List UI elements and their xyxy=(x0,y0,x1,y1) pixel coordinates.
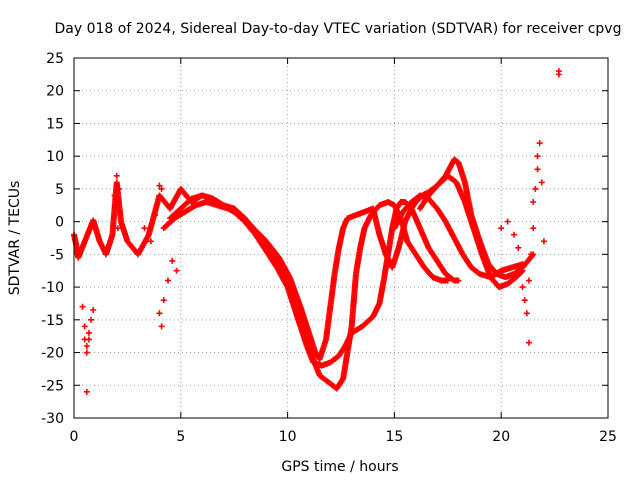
data-point-marker xyxy=(158,323,165,330)
y-tick-label: 15 xyxy=(46,116,64,132)
data-point-marker xyxy=(169,257,176,264)
data-point-marker xyxy=(152,212,159,219)
data-point-marker xyxy=(83,388,90,395)
data-point-marker xyxy=(83,343,90,349)
data-point-marker xyxy=(519,261,526,268)
data-point-marker xyxy=(115,185,122,192)
data-point-marker xyxy=(111,192,118,199)
y-tick-label: 10 xyxy=(46,149,64,165)
x-tick-label: 0 xyxy=(70,429,79,445)
grid xyxy=(74,58,608,418)
data-point-marker xyxy=(173,267,180,274)
data-point-marker xyxy=(528,251,535,258)
data-point-marker xyxy=(85,329,92,336)
y-tick-label: -5 xyxy=(50,247,64,263)
x-tick-label: 20 xyxy=(492,429,510,445)
data-point-marker xyxy=(85,336,92,343)
data-point-marker xyxy=(83,349,90,356)
data-point-marker xyxy=(529,252,536,259)
data-point-marker xyxy=(515,244,522,251)
data-point-marker xyxy=(538,179,545,186)
data-point-marker xyxy=(534,166,541,173)
data-point-marker xyxy=(156,182,163,189)
data-point-marker xyxy=(141,225,148,232)
y-tick-label: 5 xyxy=(55,182,64,198)
y-tick-label: -10 xyxy=(41,280,64,296)
data-point-marker xyxy=(160,297,167,304)
data-point-marker xyxy=(90,307,97,313)
data-point-marker xyxy=(525,339,532,346)
y-tick-label: -25 xyxy=(41,378,64,394)
y-tick-label: -20 xyxy=(41,346,64,362)
data-point-marker xyxy=(532,185,539,192)
data-point-marker xyxy=(519,267,526,274)
data-point-marker xyxy=(519,284,526,291)
data-point-marker xyxy=(523,310,530,317)
data-point-marker xyxy=(521,297,528,304)
data-point-marker xyxy=(540,238,547,245)
plot-frame xyxy=(73,57,609,419)
y-tick-label: -15 xyxy=(41,313,64,329)
data-point-marker xyxy=(518,268,525,275)
x-axis-label: GPS time / hours xyxy=(281,459,398,475)
chart-title: Day 018 of 2024, Sidereal Day-to-day VTE… xyxy=(55,21,622,37)
x-tick-label: 5 xyxy=(176,429,185,445)
data-point-marker xyxy=(530,225,537,232)
x-tick-labels: 0 5 10 15 20 25 xyxy=(70,429,617,445)
y-tick-label: 20 xyxy=(46,84,64,100)
y-tick-label: -30 xyxy=(41,411,64,427)
x-tick-label: 25 xyxy=(599,429,617,445)
data-points xyxy=(71,68,562,395)
data-point-marker xyxy=(511,231,518,238)
data-point-marker xyxy=(498,225,505,232)
y-tick-labels: -30 -25 -20 -15 -10 -5 0 5 10 15 20 25 xyxy=(41,51,64,427)
data-point-marker xyxy=(112,205,119,212)
data-point-marker xyxy=(156,310,163,317)
data-point-marker xyxy=(504,218,511,225)
data-point-marker xyxy=(88,316,95,323)
data-point-marker xyxy=(536,140,543,147)
x-tick-label: 10 xyxy=(279,429,297,445)
data-point-marker xyxy=(81,323,88,330)
data-point-marker xyxy=(114,225,121,232)
y-tick-label: 0 xyxy=(55,215,64,231)
data-point-marker xyxy=(530,199,537,205)
data-point-marker xyxy=(158,185,165,192)
x-tick-label: 15 xyxy=(385,429,403,445)
data-point-marker xyxy=(534,153,541,160)
data-point-marker xyxy=(455,277,462,284)
data-point-marker xyxy=(525,277,532,284)
data-point-marker xyxy=(555,68,562,75)
y-tick-label: 25 xyxy=(46,51,64,67)
data-point-marker xyxy=(164,277,171,284)
data-point-marker xyxy=(79,303,86,310)
y-axis-label: SDTVAR / TECUs xyxy=(7,181,23,296)
data-point-marker xyxy=(147,238,154,245)
data-point-marker xyxy=(113,172,120,179)
